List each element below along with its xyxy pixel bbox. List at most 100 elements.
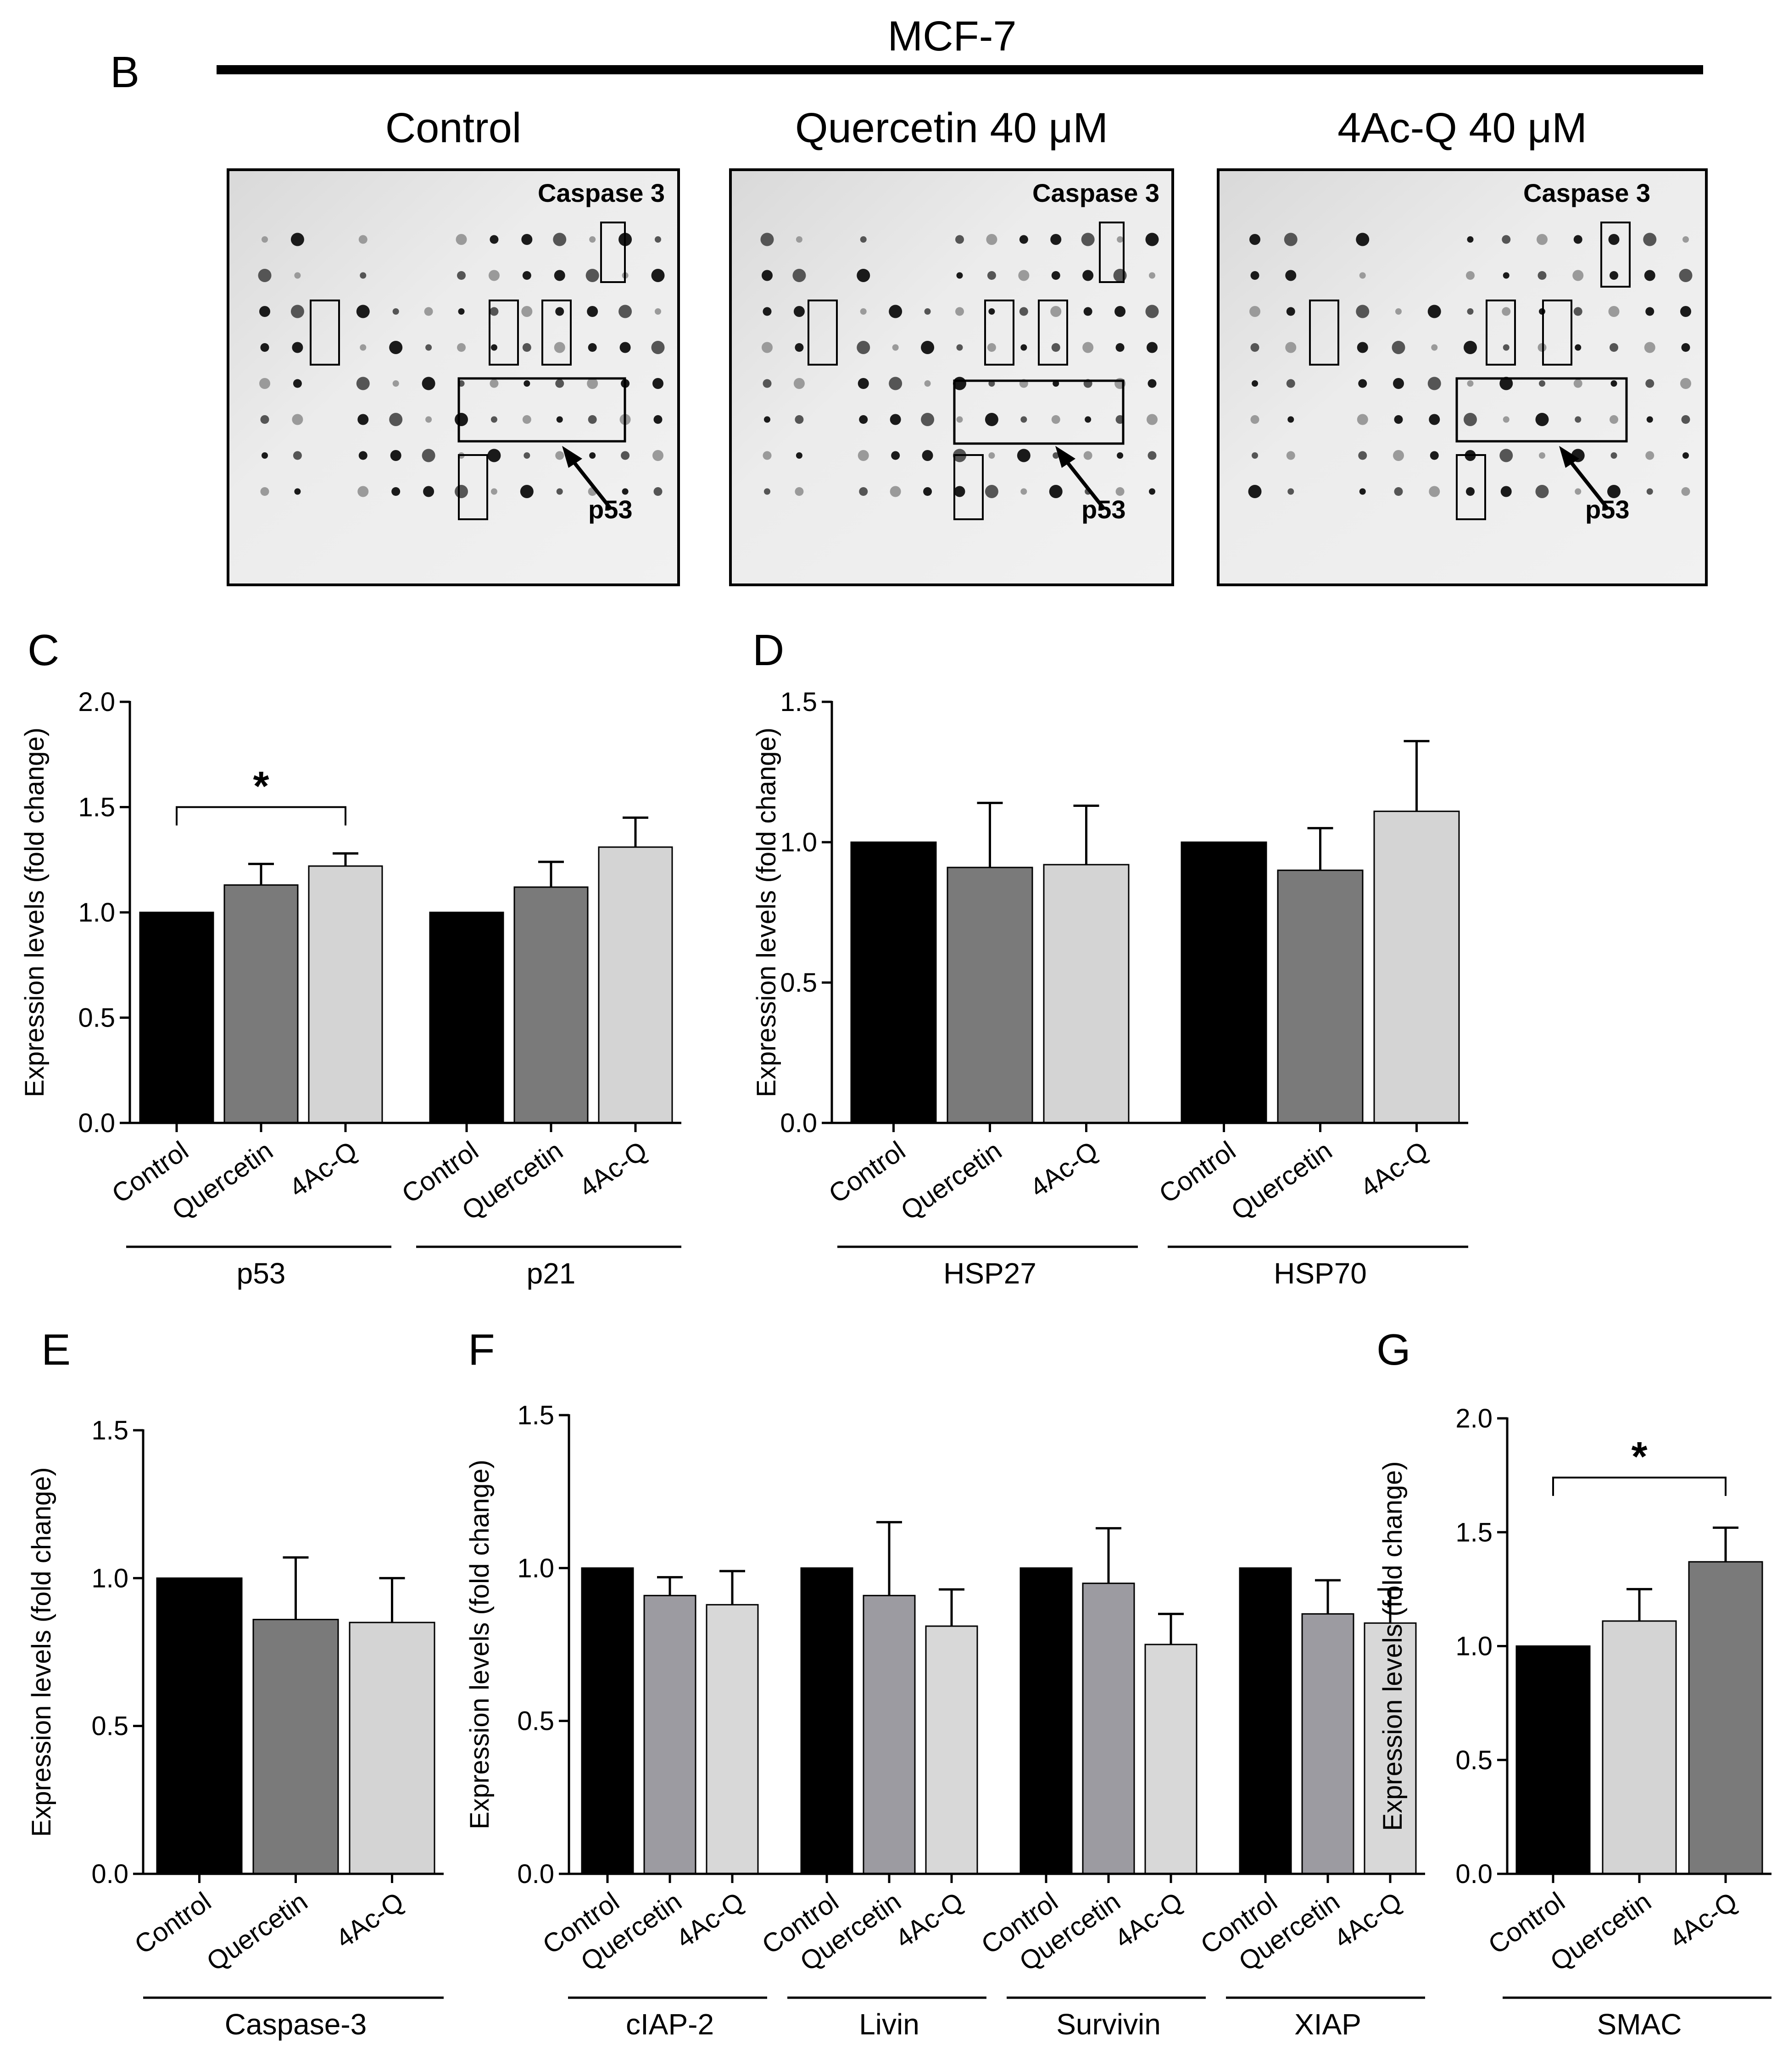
array-spot <box>857 269 870 282</box>
p53-label: p53 <box>1081 495 1126 524</box>
array-spot <box>924 380 931 387</box>
array-spot <box>457 343 466 352</box>
panel-letter-b: B <box>110 48 139 97</box>
array-spot <box>1502 307 1511 316</box>
bar-smac-quercetin <box>1602 1620 1677 1875</box>
array-spot <box>360 344 367 351</box>
array-spot <box>1573 235 1582 244</box>
highlight-box <box>310 300 340 366</box>
array-spot <box>1145 233 1159 246</box>
array-spot <box>985 413 998 426</box>
array-spot <box>1081 233 1095 246</box>
array-spot <box>1645 451 1654 460</box>
array-spot <box>488 270 500 281</box>
highlight-box <box>1038 300 1068 366</box>
array-spot <box>1051 415 1060 424</box>
array-spot <box>792 269 806 282</box>
array-spot <box>356 377 370 390</box>
array-spot <box>1503 344 1510 351</box>
x-category-label: 4Ac-Q <box>330 1886 409 1954</box>
array-spot <box>1358 451 1367 460</box>
chart-d: D 0.0 0.5 1.0 1.5 Expression levels (fold cha… <box>752 626 1468 1290</box>
bar-caspase-3-control <box>156 1577 243 1875</box>
array-spot <box>860 236 867 243</box>
array-spot <box>555 307 564 316</box>
array-spot <box>653 487 663 496</box>
x-category-label: 4Ac-Q <box>671 1886 750 1954</box>
array-spot <box>588 415 597 424</box>
array-spot <box>1020 488 1027 495</box>
array-spot <box>1464 341 1477 354</box>
array-spot <box>793 306 805 317</box>
array-spot <box>1537 234 1548 245</box>
highlight-box <box>984 300 1014 366</box>
array-spot <box>292 414 303 425</box>
array-spot <box>1644 270 1655 281</box>
bar-livin-control <box>800 1567 853 1875</box>
array-spot <box>956 344 963 351</box>
array-spot <box>1148 379 1157 388</box>
y-tick-label: 1.5 <box>1455 1517 1493 1547</box>
x-category-label: 4Ac-Q <box>1025 1135 1103 1203</box>
array-spot <box>954 486 965 497</box>
array-spot <box>988 308 995 315</box>
x-category-label: 4Ac-Q <box>1109 1886 1188 1954</box>
panel-letter-e: E <box>41 1325 71 1374</box>
array-spot <box>1284 233 1298 246</box>
array-spot <box>358 235 368 244</box>
array-spot <box>1499 377 1513 390</box>
array-spot <box>764 488 770 495</box>
highlight-box <box>953 454 984 520</box>
array-spot <box>358 451 368 460</box>
significance-bracket <box>1552 1477 1727 1496</box>
array-spot <box>987 343 996 352</box>
array-spot <box>260 343 269 352</box>
array-spot <box>1117 236 1124 243</box>
array-spot <box>987 271 996 280</box>
membrane-control: Control Caspase 3 p53 <box>227 105 680 586</box>
caspase-box <box>1099 222 1125 283</box>
x-category-label: 4Ac-Q <box>890 1886 969 1954</box>
y-tick-label: 0.0 <box>780 1108 817 1138</box>
array-spot <box>1681 487 1690 496</box>
chart-f: F 0.0 0.5 1.0 1.5 Expression levels (fold cha… <box>465 1325 1425 2041</box>
array-spot <box>553 233 567 246</box>
array-spot <box>1682 452 1689 459</box>
p53-arrowhead <box>562 446 582 468</box>
bar-survivin-control <box>1019 1567 1073 1875</box>
array-spot <box>357 486 369 497</box>
bar-hsp27-control <box>850 841 937 1124</box>
array-spot <box>795 343 804 352</box>
array-spot <box>985 485 998 498</box>
array-spot <box>1359 488 1366 495</box>
array-spot <box>293 451 302 460</box>
array-spot <box>1610 380 1617 387</box>
y-tick-label: 0.0 <box>517 1859 554 1889</box>
dot-grid <box>1248 233 1693 498</box>
array-spot <box>1646 488 1653 495</box>
array-spot <box>585 269 599 282</box>
p53-box <box>457 377 626 443</box>
array-spot <box>1147 414 1158 425</box>
array-spot <box>521 234 533 245</box>
array-spot <box>457 271 466 280</box>
array-spot <box>424 307 433 316</box>
x-category-label: Control <box>129 1886 217 1960</box>
array-spot <box>1358 379 1367 388</box>
array-spot <box>520 485 534 498</box>
array-spot <box>1575 416 1582 423</box>
array-spot <box>356 305 370 318</box>
panel-letter-d: D <box>752 626 784 675</box>
array-spot <box>1148 451 1157 460</box>
bar-hsp70-control <box>1181 841 1267 1124</box>
membrane-title: Control <box>385 105 522 151</box>
y-axis-title: Expression levels (fold change) <box>27 1467 56 1837</box>
group-label: Caspase-3 <box>225 2008 367 2041</box>
bar-xiap-quercetin <box>1301 1613 1354 1875</box>
bar-caspase-3-quercetin <box>252 1619 339 1875</box>
array-spot <box>490 344 497 351</box>
x-category-label: 4Ac-Q <box>574 1135 653 1203</box>
array-spot <box>522 271 531 280</box>
array-spot <box>1113 269 1127 282</box>
